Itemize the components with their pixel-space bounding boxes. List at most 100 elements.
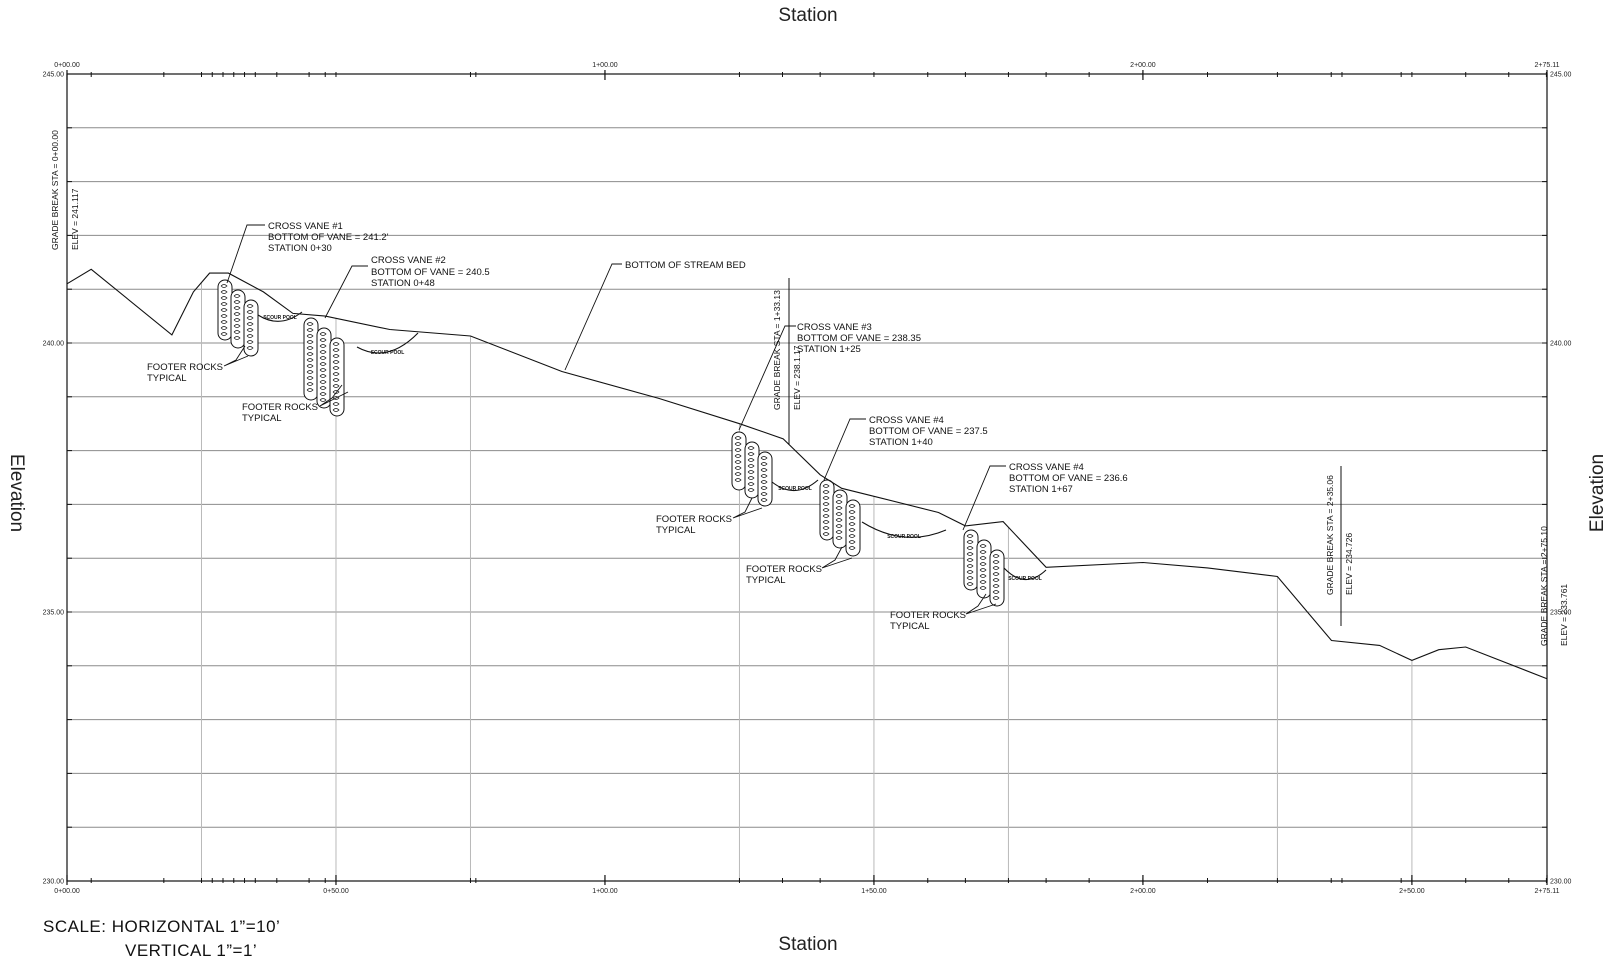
cross-vane-1-bottom: BOTTOM OF VANE = 241.2'	[268, 232, 389, 243]
rock-texture	[747, 452, 755, 456]
top-station-label-3: 2+75.11	[1535, 62, 1560, 69]
bottom-axis-title: Station	[778, 934, 837, 955]
rock-texture	[822, 520, 830, 524]
rock-texture	[747, 458, 755, 462]
scour-pool-label-4: SCOUR POOL	[1008, 576, 1042, 582]
rock-texture	[332, 390, 340, 394]
rock-texture	[979, 586, 987, 590]
rock-texture	[835, 506, 843, 510]
bottom-station-label-0: 0+00.00	[54, 888, 80, 895]
rock-texture	[835, 536, 843, 540]
cross-vane-callout-1: CROSS VANE #1 BOTTOM OF VANE = 241.2' ST…	[226, 221, 389, 284]
rock-texture	[319, 344, 327, 348]
rock-texture	[979, 580, 987, 584]
rock-texture	[233, 300, 241, 304]
footer-rocks-1-line2: TYPICAL	[147, 373, 187, 384]
rock-texture	[966, 540, 974, 544]
rock-texture	[332, 396, 340, 400]
rock-texture	[233, 324, 241, 328]
grade-break-station-3: GRADE BREAK STA = 2+75.10	[1539, 526, 1549, 646]
rock-texture	[747, 464, 755, 468]
rock-texture	[992, 596, 1000, 600]
rock-texture	[246, 310, 254, 314]
rock-texture	[966, 546, 974, 550]
footer-rocks-callout-4: FOOTER ROCKS TYPICAL	[746, 546, 853, 586]
rock-texture	[747, 488, 755, 492]
rock-texture	[246, 340, 254, 344]
rock-texture	[760, 486, 768, 490]
cross-vane-5-bottom: BOTTOM OF VANE = 236.6	[1009, 473, 1128, 484]
rock-texture	[747, 482, 755, 486]
rock-texture	[332, 402, 340, 406]
scour-pool-curve-4	[1003, 567, 1047, 581]
rock-texture	[246, 328, 254, 332]
rock-texture	[760, 462, 768, 466]
rock-texture	[306, 334, 314, 338]
rock-texture	[332, 378, 340, 382]
rock-texture	[220, 332, 228, 336]
rock-texture	[966, 564, 974, 568]
rock-texture	[835, 524, 843, 528]
cross-vane-callout-3: CROSS VANE #3 BOTTOM OF VANE = 238.35 ST…	[738, 322, 921, 431]
vane-4-rock-column-1	[819, 479, 835, 541]
rock-texture	[760, 456, 768, 460]
rock-texture	[220, 326, 228, 330]
footer-rocks-2-line1: FOOTER ROCKS	[242, 402, 318, 413]
rock-texture	[332, 348, 340, 352]
cross-vane-4-bottom: BOTTOM OF VANE = 237.5	[869, 426, 988, 437]
bottom-station-label-2: 1+00.00	[592, 888, 618, 895]
rock-texture	[332, 360, 340, 364]
rock-texture	[760, 498, 768, 502]
rock-texture	[992, 590, 1000, 594]
rock-texture	[822, 490, 830, 494]
grade-break-elev-2: ELEV = 234.726	[1344, 533, 1354, 595]
rock-texture	[246, 322, 254, 326]
top-axis-title: Station	[778, 5, 837, 26]
rock-texture	[760, 474, 768, 478]
rock-texture	[220, 314, 228, 318]
scour-pool-label-0: SCOUR POOL	[263, 315, 297, 321]
vane-4-rock-column-3	[845, 499, 861, 557]
rock-texture	[319, 374, 327, 378]
rock-texture	[319, 392, 327, 396]
scour-pool-curve-2	[771, 479, 819, 492]
scour-pool-label-3: SCOUR POOL	[887, 534, 921, 540]
rock-texture	[966, 582, 974, 586]
rock-texture	[966, 576, 974, 580]
rock-texture	[306, 358, 314, 362]
scour-pool-curve-3	[861, 521, 947, 538]
plot-frame	[66, 73, 1548, 882]
rock-texture	[992, 554, 1000, 558]
rock-texture	[319, 338, 327, 342]
rock-texture	[979, 556, 987, 560]
rock-texture	[246, 334, 254, 338]
rock-texture	[848, 528, 856, 532]
rock-texture	[848, 504, 856, 508]
rock-texture	[233, 306, 241, 310]
rock-texture	[332, 384, 340, 388]
rock-texture	[332, 366, 340, 370]
rock-texture	[822, 508, 830, 512]
right-elev-label-2: 235.00	[1550, 610, 1572, 617]
rock-texture	[848, 534, 856, 538]
grade-break-elev-0: ELEV = 241.117	[70, 188, 80, 250]
rock-texture	[822, 526, 830, 530]
rock-texture	[306, 364, 314, 368]
rock-texture	[319, 380, 327, 384]
rock-texture	[734, 466, 742, 470]
rock-texture	[822, 532, 830, 536]
scour-pool-layer: SCOUR POOL SCOUR POOL SCOUR POOL SCOUR POOL…	[257, 311, 1047, 582]
rock-texture	[233, 294, 241, 298]
rock-texture	[822, 484, 830, 488]
vane-1-rock-column-1	[217, 279, 233, 341]
cross-vane-callout-2: CROSS VANE #2 BOTTOM OF VANE = 240.5 STA…	[324, 255, 490, 319]
cross-vane-2-title: CROSS VANE #2	[371, 255, 446, 266]
rock-texture	[835, 530, 843, 534]
rock-texture	[233, 330, 241, 334]
vane-2-rock-column-2	[316, 327, 332, 409]
rock-texture	[992, 566, 1000, 570]
scale-line-1: SCALE: HORIZONTAL 1”=10’	[43, 917, 280, 936]
rock-texture	[319, 350, 327, 354]
grade-break-elev-1: ELEV = 238.1.17	[792, 345, 802, 410]
footer-rocks-callout-1: FOOTER ROCKS TYPICAL	[147, 345, 249, 384]
